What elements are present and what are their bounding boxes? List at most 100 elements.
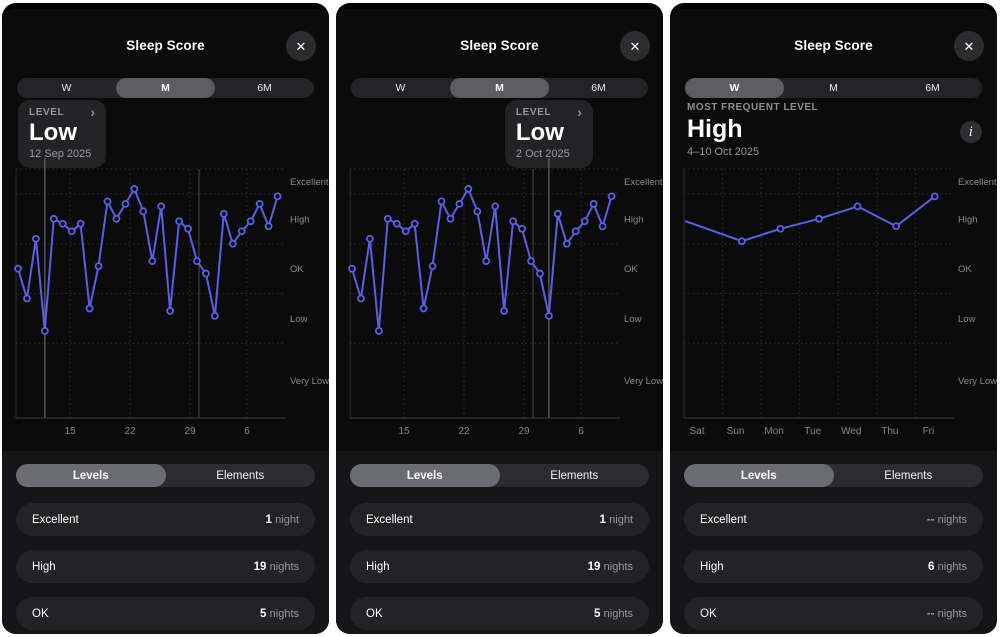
row-count: 6 [928,560,935,573]
tab-levels[interactable]: Levels [350,464,500,487]
selection-tooltip-card[interactable]: LEVEL › Low 12 Sep 2025 [18,100,106,168]
tab-elements[interactable]: Elements [216,469,265,482]
row-unit: nights [269,560,299,573]
close-icon: ✕ [629,38,641,54]
svg-text:Wed: Wed [841,426,861,437]
segment-month[interactable]: M [829,82,838,94]
row-unit: nights [937,513,967,526]
row-label: Excellent [32,513,79,526]
row-unit: nights [937,560,967,573]
level-row-ok: OK 5 nights [350,597,649,630]
detail-section: Levels Elements Excellent 1 night High 1… [336,451,663,634]
row-label: High [700,560,724,573]
info-button[interactable]: i [960,121,982,143]
tab-levels[interactable]: Levels [684,464,834,487]
svg-text:6: 6 [578,426,584,437]
row-unit: nights [603,607,633,620]
svg-text:22: 22 [124,426,136,437]
segment-week[interactable]: W [685,78,784,98]
svg-text:Sun: Sun [727,426,745,437]
phone-screenshot-1: Sleep Score ✕ W M 6M LEVEL › Low 12 Sep … [2,3,329,634]
level-rows: Excellent 1 night High 19 nights OK 5 ni… [16,503,315,630]
tab-elements[interactable]: Elements [884,469,933,482]
svg-text:Low: Low [958,314,976,325]
svg-text:29: 29 [518,426,530,437]
svg-text:Low: Low [624,314,642,325]
row-unit: nights [269,607,299,620]
close-button[interactable]: ✕ [620,31,650,61]
svg-text:Thu: Thu [881,426,898,437]
svg-text:OK: OK [958,264,972,275]
detail-section: Levels Elements Excellent -- nights High… [670,451,997,634]
sleep-score-line-chart[interactable]: Sat Sun Mon Tue Wed Thu Fri Excellent High OK Low V… [670,158,997,443]
segment-6month[interactable]: 6M [591,82,606,94]
svg-text:High: High [290,214,310,225]
level-row-high: High 19 nights [16,550,315,583]
sleep-score-line-chart[interactable]: 15 22 29 6 Excellent High OK Low Very Low [336,158,663,443]
close-icon: ✕ [295,38,307,54]
level-row-ok: OK 5 nights [16,597,315,630]
row-label: High [366,560,390,573]
level-rows: Excellent -- nights High 6 nights OK -- … [684,503,983,630]
svg-text:Very Low: Very Low [958,376,997,387]
segment-week[interactable]: W [61,82,72,94]
segment-week[interactable]: W [395,82,406,94]
row-label: Excellent [366,513,413,526]
close-button[interactable]: ✕ [954,31,984,61]
time-range-segmented-control: W M 6M [351,78,648,98]
row-label: OK [366,607,383,620]
row-unit: nights [937,607,967,620]
tab-levels[interactable]: Levels [16,464,166,487]
level-rows: Excellent 1 night High 19 nights OK 5 ni… [350,503,649,630]
phone-screenshot-3: Sleep Score ✕ W M 6M MOST FREQUENT LEVEL… [670,3,997,634]
svg-text:Excellent: Excellent [958,177,997,188]
svg-text:Excellent: Excellent [624,177,663,188]
row-count: -- [926,513,935,526]
segment-6month[interactable]: 6M [925,82,940,94]
svg-text:High: High [624,214,644,225]
date-range: 4–10 Oct 2025 [687,145,760,158]
row-count: 19 [587,560,601,573]
segment-6month[interactable]: 6M [257,82,272,94]
level-row-ok: OK -- nights [684,597,983,630]
levels-elements-tabs: Levels Elements [16,464,315,487]
svg-text:Sat: Sat [689,426,704,437]
tooltip-level-value: Low [29,119,77,147]
svg-text:High: High [958,214,978,225]
svg-text:Excellent: Excellent [290,177,329,188]
tab-elements[interactable]: Elements [550,469,599,482]
svg-text:22: 22 [458,426,470,437]
row-count: 5 [260,607,267,620]
segment-month[interactable]: M [450,78,549,98]
level-row-high: High 6 nights [684,550,983,583]
chevron-right-icon: › [90,104,95,120]
level-row-excellent: Excellent 1 night [16,503,315,536]
tooltip-level-label: LEVEL [29,107,65,119]
sleep-score-line-chart[interactable]: 15 22 29 6 Excellent High OK Low Very Low [2,158,329,443]
svg-text:Very Low: Very Low [624,376,663,387]
svg-text:Low: Low [290,314,308,325]
row-label: Excellent [700,513,747,526]
svg-text:15: 15 [398,426,410,437]
close-button[interactable]: ✕ [286,31,316,61]
close-icon: ✕ [963,38,975,54]
svg-text:6: 6 [244,426,250,437]
selection-tooltip-card[interactable]: LEVEL › Low 2 Oct 2025 [504,100,593,168]
svg-text:29: 29 [184,426,196,437]
time-range-segmented-control: W M 6M [17,78,314,98]
level-row-high: High 19 nights [350,550,649,583]
row-label: OK [32,607,49,620]
row-count: 1 [265,513,272,526]
segment-month[interactable]: M [116,78,215,98]
tooltip-date: 2 Oct 2025 [515,147,570,160]
row-label: High [32,560,56,573]
row-label: OK [700,607,717,620]
row-count: -- [926,607,935,620]
time-range-segmented-control: W M 6M [685,78,982,98]
sleep-score-sheet: Sleep Score ✕ W M 6M LEVEL › Low 2 Oct 2… [336,9,663,634]
sleep-score-sheet: Sleep Score ✕ W M 6M MOST FREQUENT LEVEL… [670,9,997,634]
most-frequent-level-value: High [687,115,743,143]
info-icon: i [968,124,974,140]
svg-text:Tue: Tue [804,426,821,437]
svg-text:OK: OK [624,264,638,275]
